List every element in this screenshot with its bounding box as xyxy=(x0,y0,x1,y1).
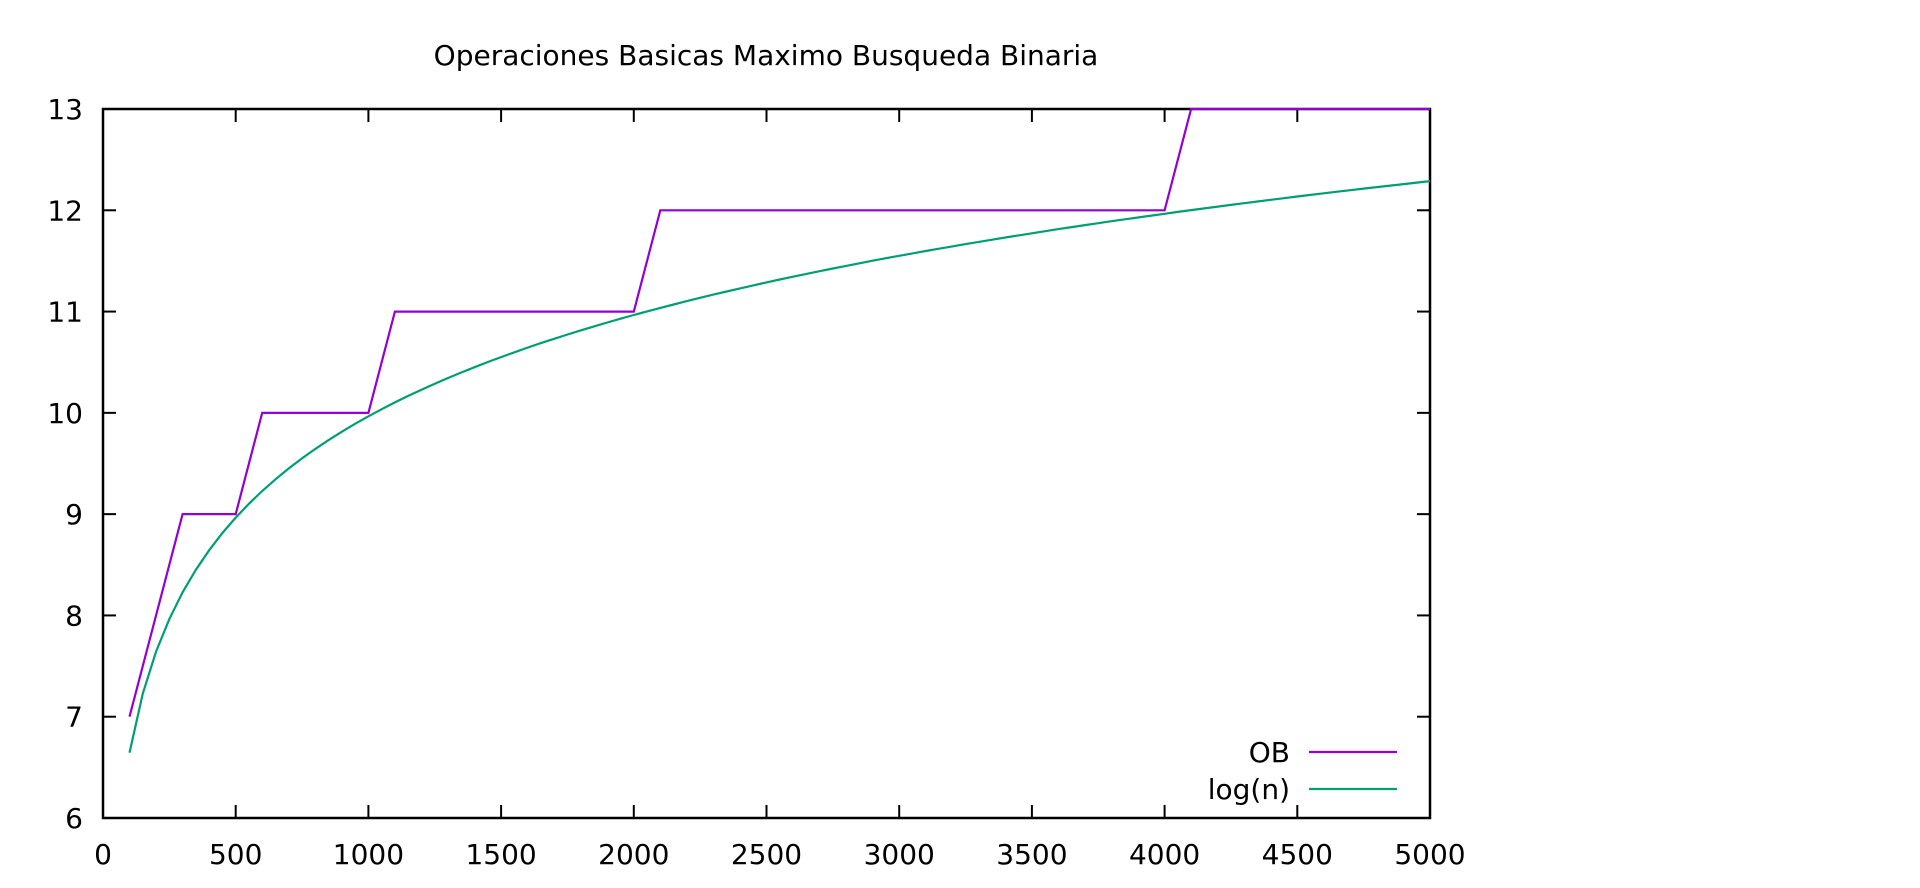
x-tick-label: 500 xyxy=(209,838,262,871)
y-tick-label: 8 xyxy=(65,599,83,632)
series-line-0 xyxy=(128,108,1430,717)
x-tick-label: 2500 xyxy=(731,838,802,871)
chart-title: Operaciones Basicas Maximo Busqueda Bina… xyxy=(434,39,1099,72)
y-tick-label: 13 xyxy=(47,93,83,126)
y-tick-label: 12 xyxy=(47,194,83,227)
x-axis: 0 500 1000 1500 2000 2500 3000 3500 4000 4500 5000 xyxy=(94,109,1466,871)
x-tick-label: 1500 xyxy=(465,838,536,871)
plot-area xyxy=(101,107,1432,820)
x-tick-label: 5000 xyxy=(1394,838,1465,871)
series-line-1 xyxy=(128,180,1430,754)
y-tick-label: 7 xyxy=(65,701,83,734)
x-tick-label: 2000 xyxy=(598,838,669,871)
y-tick-label: 6 xyxy=(65,802,83,835)
y-tick-label: 11 xyxy=(47,296,83,329)
legend: OB log(n) xyxy=(1208,736,1397,806)
x-tick-label: 4000 xyxy=(1129,838,1200,871)
series-layer xyxy=(128,108,1430,754)
x-tick-label: 1000 xyxy=(333,838,404,871)
x-tick-label: 3500 xyxy=(996,838,1067,871)
plot-border xyxy=(101,107,1432,820)
y-tick-label: 10 xyxy=(47,397,83,430)
y-tick-label: 9 xyxy=(65,498,83,531)
x-tick-label: 4500 xyxy=(1262,838,1333,871)
legend-label: log(n) xyxy=(1208,773,1290,806)
legend-label: OB xyxy=(1249,736,1290,769)
y-axis: 6 7 8 9 10 11 12 13 xyxy=(47,93,1430,835)
x-tick-label: 3000 xyxy=(864,838,935,871)
x-tick-label: 0 xyxy=(94,838,112,871)
